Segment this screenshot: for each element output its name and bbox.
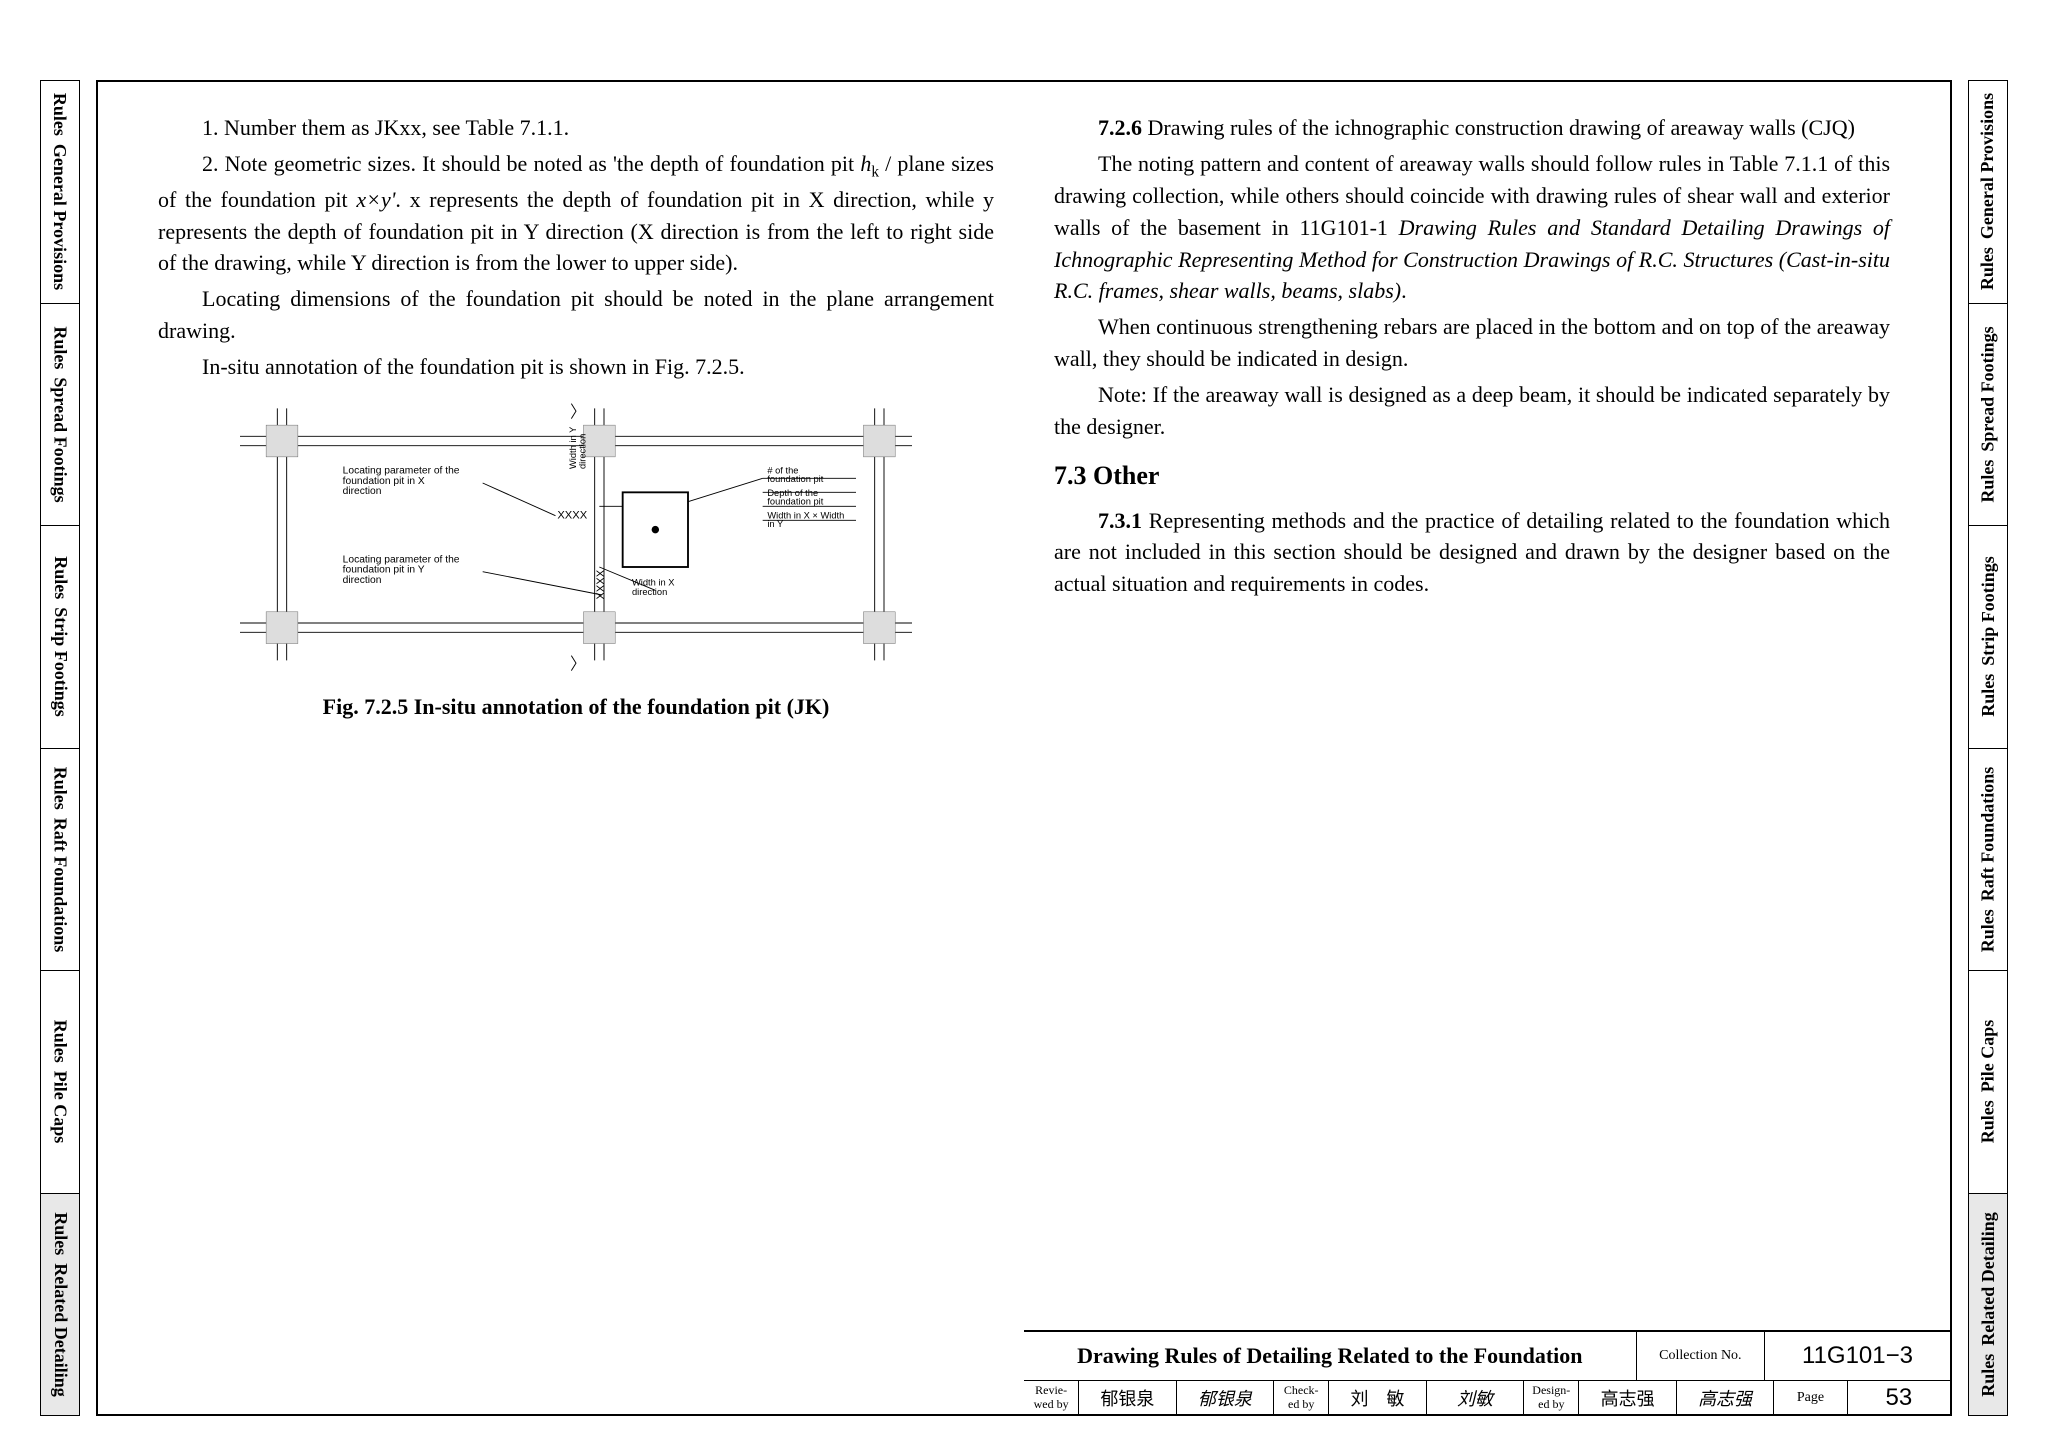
- designed-by-label: Design-ed by: [1523, 1380, 1578, 1414]
- page-number: 53: [1847, 1380, 1950, 1414]
- tab-related-detailing-r[interactable]: Rules Related Detailing: [1969, 1194, 2007, 1416]
- svg-text:XXXX: XXXX: [557, 509, 587, 521]
- designed-by-signature: 高志强: [1676, 1380, 1773, 1414]
- tab-label: Rules: [1978, 459, 1999, 502]
- tab-sublabel: Spread Footings: [50, 377, 71, 502]
- tab-sublabel: Raft Foundations: [50, 817, 71, 952]
- tab-sublabel: Pile Caps: [1978, 1020, 1999, 1093]
- tab-label: Rules: [50, 326, 71, 369]
- title-block: Drawing Rules of Detailing Related to th…: [1024, 1330, 1950, 1414]
- tab-label: Rules: [1978, 674, 1999, 717]
- para-1: 1. Number them as JKxx, see Table 7.1.1.: [158, 112, 994, 144]
- para-3: Locating dimensions of the foundation pi…: [158, 283, 994, 347]
- svg-text:Locating parameter of the: Locating parameter of the foundation pit…: [343, 466, 463, 498]
- para-2: 2. Note geometric sizes. It should be no…: [158, 148, 994, 279]
- svg-text:# of thefoundation pit: # of thefoundation pit: [767, 466, 823, 484]
- tab-spread-footings[interactable]: Rules Spread Footings: [41, 304, 79, 527]
- checked-by-label: Check-ed by: [1273, 1380, 1328, 1414]
- para-726-note: Note: If the areaway wall is designed as…: [1054, 379, 1890, 443]
- tab-sublabel: Strip Footings: [1978, 556, 1999, 666]
- reviewed-by-label: Revie-wed by: [1024, 1380, 1078, 1414]
- tab-label: Rules: [1978, 1353, 1999, 1396]
- tab-label: Rules: [1978, 909, 1999, 952]
- tab-raft-foundations-r[interactable]: Rules Raft Foundations: [1969, 749, 2007, 972]
- para-4: In-situ annotation of the foundation pit…: [158, 351, 994, 383]
- para-726-2: The noting pattern and content of areawa…: [1054, 148, 1890, 307]
- page-label: Page: [1773, 1380, 1846, 1414]
- para-726: 7.2.6 Drawing rules of the ichnographic …: [1054, 112, 1890, 144]
- tab-label: Rules: [1978, 1101, 1999, 1144]
- collection-no-value: 11G101−3: [1764, 1332, 1950, 1380]
- left-text-column: 1. Number them as JKxx, see Table 7.1.1.…: [158, 112, 994, 1310]
- tab-general-provisions-r[interactable]: Rules General Provisions: [1969, 81, 2007, 304]
- tab-sublabel: Strip Footings: [50, 608, 71, 718]
- tab-label: Rules: [50, 1212, 71, 1255]
- svg-text:Width in Xdirection: Width in Xdirection: [632, 578, 675, 597]
- reviewed-by-signature: 郁银泉: [1176, 1380, 1273, 1414]
- tab-related-detailing[interactable]: Rules Related Detailing: [41, 1194, 79, 1416]
- tab-sublabel: Spread Footings: [1978, 326, 1999, 451]
- figure-7-2-5: XXXX XXXX Locating parameter of the foun…: [158, 399, 994, 723]
- tab-label: Rules: [50, 93, 71, 136]
- tab-label: Rules: [50, 556, 71, 599]
- tab-label: Rules: [50, 766, 71, 809]
- right-text-column: 7.2.6 Drawing rules of the ichnographic …: [1054, 112, 1890, 1310]
- drawing-sheet: 1. Number them as JKxx, see Table 7.1.1.…: [96, 80, 1952, 1416]
- foundation-pit-diagram: XXXX XXXX Locating parameter of the foun…: [158, 399, 994, 679]
- tab-pile-caps-r[interactable]: Rules Pile Caps: [1969, 971, 2007, 1194]
- tab-spread-footings-r[interactable]: Rules Spread Footings: [1969, 304, 2007, 527]
- tab-sublabel: Pile Caps: [50, 1071, 71, 1144]
- left-tab-column: Rules General Provisions Rules Spread Foot…: [40, 80, 80, 1416]
- checked-by-name: 刘 敏: [1328, 1380, 1425, 1414]
- svg-text:Depth of thefoundation pit: Depth of thefoundation pit: [767, 488, 823, 506]
- tab-sublabel: General Provisions: [50, 144, 71, 290]
- tab-raft-foundations[interactable]: Rules Raft Foundations: [41, 749, 79, 972]
- tab-sublabel: General Provisions: [1978, 93, 1999, 239]
- right-tab-column: Rules General Provisions Rules Spread Foot…: [1968, 80, 2008, 1416]
- collection-no-label: Collection No.: [1636, 1332, 1764, 1380]
- page: Rules General Provisions Rules Spread Foot…: [0, 0, 2048, 1456]
- figure-caption: Fig. 7.2.5 In-situ annotation of the fou…: [158, 691, 994, 723]
- tab-sublabel: Raft Foundations: [1978, 766, 1999, 901]
- tab-label: Rules: [50, 1020, 71, 1063]
- tab-pile-caps[interactable]: Rules Pile Caps: [41, 971, 79, 1194]
- tab-strip-footings-r[interactable]: Rules Strip Footings: [1969, 526, 2007, 749]
- tab-general-provisions[interactable]: Rules General Provisions: [41, 81, 79, 304]
- tab-sublabel: Related Detailing: [50, 1263, 71, 1396]
- checked-by-signature: 刘敏: [1426, 1380, 1523, 1414]
- para-731: 7.3.1 Representing methods and the pract…: [1054, 505, 1890, 601]
- section-7-3-heading: 7.3 Other: [1054, 457, 1890, 495]
- tab-sublabel: Related Detailing: [1978, 1212, 1999, 1345]
- sheet-title: Drawing Rules of Detailing Related to th…: [1024, 1332, 1636, 1380]
- svg-text:Width in X × Widthin Y: Width in X × Widthin Y: [767, 510, 844, 528]
- tab-label: Rules: [1978, 247, 1999, 290]
- para-726-3: When continuous strengthening rebars are…: [1054, 311, 1890, 375]
- reviewed-by-name: 郁银泉: [1078, 1380, 1175, 1414]
- tab-strip-footings[interactable]: Rules Strip Footings: [41, 526, 79, 749]
- designed-by-name: 高志强: [1578, 1380, 1675, 1414]
- svg-text:Locating parameter of the: Locating parameter of the foundation pit…: [343, 554, 463, 586]
